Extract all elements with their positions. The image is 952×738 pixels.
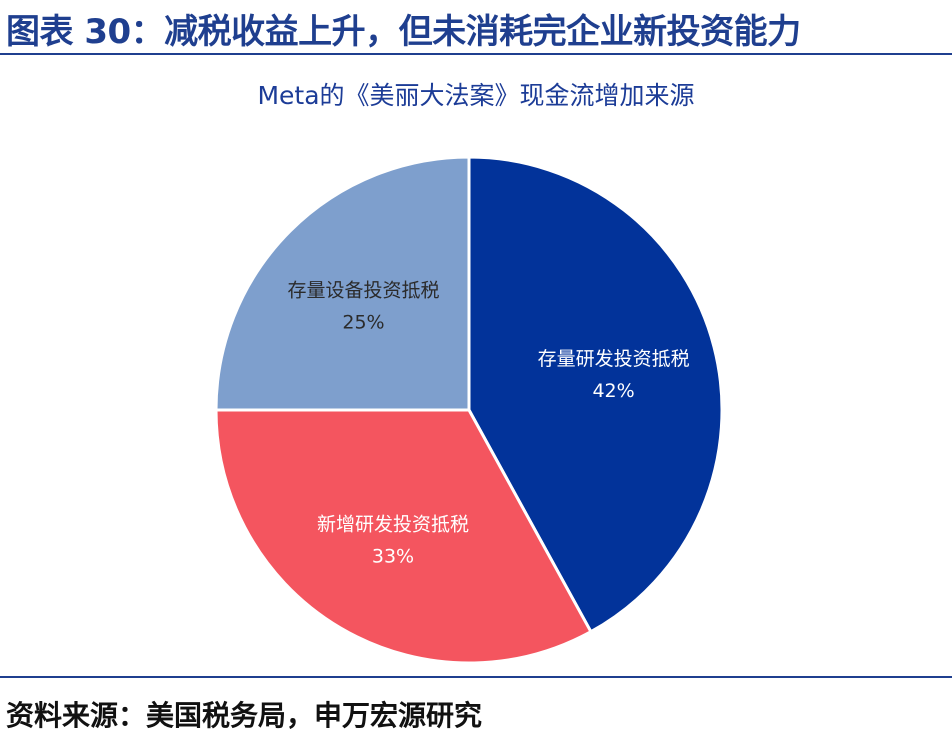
slice-value-label-1: 42% <box>592 380 634 402</box>
figure-title: 图表 30：减税收益上升，但未消耗完企业新投资能力 <box>6 12 801 52</box>
pie-slice-2 <box>214 408 593 665</box>
bottom-divider <box>0 676 952 678</box>
chart-title: Meta的《美丽大法案》现金流增加来源 <box>257 81 695 110</box>
slice-value-label-2: 33% <box>372 546 414 568</box>
top-divider <box>0 53 952 55</box>
pie-slice-3 <box>214 155 471 412</box>
slice-label-2: 新增研发投资抵税 <box>317 514 469 536</box>
slice-label-1: 存量研发投资抵税 <box>538 348 690 370</box>
pie-slice-1 <box>467 155 724 634</box>
source-note: 资料来源：美国税务局，申万宏源研究 <box>6 699 483 732</box>
slice-label-3: 存量设备投资抵税 <box>287 280 439 302</box>
slice-value-label-3: 25% <box>342 312 384 334</box>
